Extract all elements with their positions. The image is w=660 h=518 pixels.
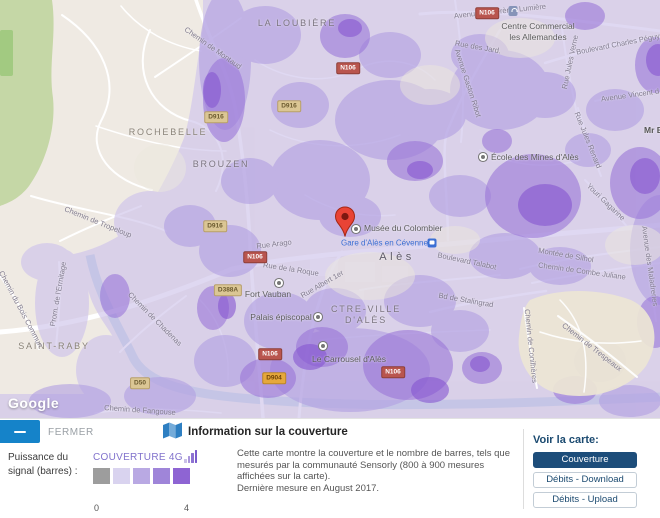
close-panel-label: FERMER: [48, 427, 94, 438]
route-shield: N106: [336, 62, 360, 74]
coverage-light-patches: [134, 18, 660, 300]
route-shield: N106: [381, 366, 405, 378]
route-shield: N106: [258, 348, 282, 360]
uncovered-area-southeast: [518, 290, 655, 396]
legend-swatch: [93, 468, 110, 484]
route-shield: D916: [204, 111, 228, 123]
poi-label[interactable]: Le Carrousel d'Alès: [312, 354, 386, 364]
park-areas: [0, 0, 54, 206]
area-label: ROCHEBELLE: [128, 127, 208, 137]
coverage-info-panel: FERMER Puissance du signal (barres) : CO…: [0, 418, 660, 518]
area-label: SAINT-RABY: [18, 341, 90, 351]
roads-top-layer: [523, 299, 642, 393]
legend-swatch: [113, 468, 130, 484]
route-shield: D916: [277, 100, 301, 112]
area-label: CTRE-VILLE: [330, 304, 402, 314]
route-shield: D916: [203, 220, 227, 232]
minimize-icon: [14, 430, 26, 433]
legend-scale-max: 4: [184, 503, 190, 513]
area-label: BROUZEN: [192, 159, 250, 169]
info-panel-body: Cette carte montre la couverture et le n…: [237, 448, 519, 494]
legend-scale-min: 0: [94, 503, 100, 513]
google-logo[interactable]: Google: [8, 395, 60, 411]
info-last-measure: Dernière mesure en August 2017.: [237, 482, 380, 494]
area-label: LA LOUBIÈRE: [257, 18, 337, 28]
view-map-title: Voir la carte:: [533, 434, 599, 446]
route-shield: D50: [130, 377, 150, 389]
couverture-button[interactable]: Couverture: [533, 452, 637, 468]
poi-label[interactable]: Musée du Colombier: [364, 223, 443, 233]
signal-bars-icon: [184, 450, 198, 463]
fort-poi-icon: [277, 281, 281, 285]
debits-upload-button[interactable]: Débits - Upload: [533, 492, 637, 508]
route-shield: D388A: [213, 284, 243, 296]
info-body-text: Cette carte montre la couverture et le n…: [237, 448, 510, 483]
school-poi-icon: [481, 155, 485, 159]
legend-swatch: [153, 468, 170, 484]
palace-poi-icon: [316, 315, 320, 319]
train-station-icon[interactable]: [427, 238, 437, 248]
map-info-icon: [163, 422, 182, 444]
poi-label[interactable]: Gare d'Alès en Cévennes: [341, 238, 432, 248]
shopping-icon[interactable]: [508, 6, 518, 16]
poi-label[interactable]: les Allemandes: [509, 32, 567, 42]
poi-label[interactable]: Fort Vauban: [244, 289, 292, 299]
poi-label[interactable]: Mr Br: [644, 125, 660, 135]
museum-poi-icon: [354, 227, 358, 231]
city-label: Alès: [379, 251, 415, 263]
legend-swatch: [133, 468, 150, 484]
coverage-4g-label: COUVERTURE 4G: [93, 452, 183, 463]
legend-swatch: [173, 468, 190, 484]
info-panel-title: Information sur la couverture: [188, 426, 348, 438]
legend-swatches: [93, 468, 190, 484]
poi-label[interactable]: Centre Commercial: [501, 21, 575, 31]
route-shield: D904: [262, 372, 286, 384]
route-shield: N106: [475, 7, 499, 19]
coverage-map[interactable]: LA LOUBIÈRE ROCHEBELLE BROUZEN SAINT-RAB…: [0, 0, 660, 418]
debits-download-button[interactable]: Débits - Download: [533, 472, 637, 488]
signal-strength-label: Puissance du signal (barres) :: [8, 452, 78, 477]
poi-label[interactable]: École des Mines d'Alès: [491, 152, 579, 162]
route-shield: N106: [243, 251, 267, 263]
close-panel-button[interactable]: [0, 420, 40, 443]
coverage-overlay-deep: [203, 19, 660, 403]
poi-label[interactable]: Palais épiscopal: [250, 312, 312, 322]
carousel-poi-icon: [321, 344, 325, 348]
map-canvas: [0, 0, 660, 418]
area-label: D'ALÈS: [344, 315, 388, 325]
panel-divider: [523, 429, 524, 509]
